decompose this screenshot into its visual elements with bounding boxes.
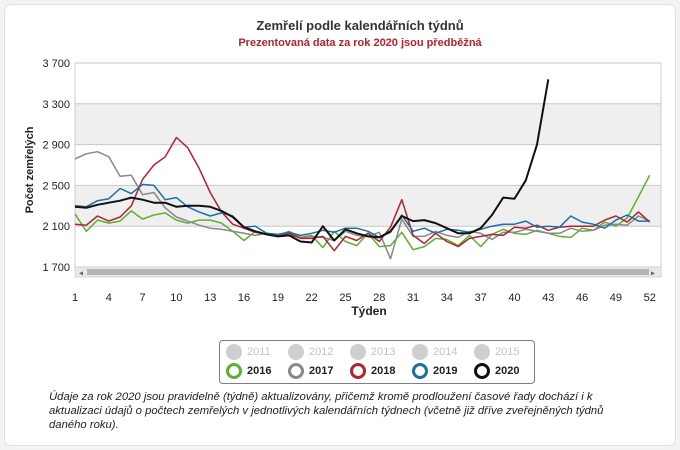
x-tick-label: 46 <box>576 292 588 304</box>
x-axis-label: Týden <box>351 304 386 318</box>
legend-marker-icon <box>474 344 490 360</box>
x-tick-label: 7 <box>140 292 146 304</box>
y-tick-label: 1 700 <box>42 262 70 274</box>
series-line-2020 <box>74 79 550 244</box>
legend-label: 2018 <box>371 365 396 377</box>
legend-item-2011[interactable]: 2011 <box>226 344 271 360</box>
legend-item-2017[interactable]: 2017 <box>288 363 333 379</box>
footnote: Údaje za rok 2020 jsou pravidelně (týdně… <box>49 391 604 431</box>
legend-label: 2017 <box>309 365 334 377</box>
scrollbar-thumb[interactable] <box>87 269 649 275</box>
y-axis: 1 700 2 100 2 500 2 900 3 300 3 700 <box>42 58 70 274</box>
series-line-2016 <box>74 174 651 251</box>
x-tick-label: 25 <box>339 292 351 304</box>
legend-label: 2016 <box>247 365 272 377</box>
series-lines <box>74 79 651 260</box>
scroll-left-arrow[interactable]: ◂ <box>79 269 83 278</box>
series-line-2017 <box>74 150 651 260</box>
legend-marker-icon <box>350 363 366 379</box>
grid-band <box>75 103 661 145</box>
grid-band <box>75 226 661 267</box>
legend-marker-icon <box>350 344 366 360</box>
legend-marker-icon <box>226 363 242 379</box>
legend-label: 2019 <box>433 365 458 377</box>
legend-marker-icon <box>288 344 304 360</box>
y-axis-label: Počet zemřelých <box>24 126 36 213</box>
x-tick-label: 19 <box>272 292 284 304</box>
horizontal-scrollbar[interactable]: ◂ ▸ <box>74 266 662 278</box>
x-tick-label: 10 <box>170 292 182 304</box>
x-tick-label: 16 <box>238 292 250 304</box>
x-tick-label: 49 <box>610 292 622 304</box>
x-tick-label: 37 <box>475 292 487 304</box>
legend-label: 2013 <box>371 346 396 358</box>
x-tick-label: 34 <box>441 292 453 304</box>
y-tick-label: 3 700 <box>42 58 70 70</box>
legend-item-2018[interactable]: 2018 <box>350 363 395 379</box>
y-tick-label: 2 500 <box>42 180 70 192</box>
x-tick-label: 40 <box>508 292 520 304</box>
legend-marker-icon <box>288 363 304 379</box>
x-tick-label: 1 <box>72 292 78 304</box>
legend-label: 2020 <box>495 365 520 377</box>
legend-label: 2015 <box>495 346 520 358</box>
legend-item-2020[interactable]: 2020 <box>474 363 519 379</box>
series-line-2019 <box>74 183 650 239</box>
legend-item-2016[interactable]: 2016 <box>226 363 271 379</box>
legend-marker-icon <box>412 344 428 360</box>
legend-marker-icon <box>474 363 490 379</box>
grid-band <box>75 63 661 104</box>
grid-band <box>75 144 661 186</box>
scroll-right-arrow[interactable]: ▸ <box>651 269 655 278</box>
x-tick-label: 28 <box>373 292 385 304</box>
chart: Zemřelí podle kalendářních týdnů Prezent… <box>24 18 662 318</box>
legend-marker-icon <box>226 344 242 360</box>
legend-label: 2012 <box>309 346 334 358</box>
y-tick-label: 2 100 <box>42 221 70 233</box>
x-tick-label: 13 <box>204 292 216 304</box>
x-tick-label: 31 <box>407 292 419 304</box>
legend: 2011 2012 2013 2014 2015 2016 2017 2018 2019 2020 <box>219 340 535 384</box>
legend-label: 2014 <box>433 346 458 358</box>
legend-label: 2011 <box>247 346 271 358</box>
y-tick-label: 3 300 <box>42 99 70 111</box>
legend-marker-icon <box>412 363 428 379</box>
x-tick-label: 22 <box>306 292 318 304</box>
x-tick-label: 4 <box>106 292 112 304</box>
legend-item-2012[interactable]: 2012 <box>288 344 333 360</box>
legend-item-2014[interactable]: 2014 <box>412 344 457 360</box>
chart-subtitle: Prezentovaná data za rok 2020 jsou předb… <box>238 37 482 49</box>
legend-item-2019[interactable]: 2019 <box>412 363 457 379</box>
x-tick-label: 43 <box>542 292 554 304</box>
plot-background <box>74 62 662 268</box>
series-line-2018 <box>74 136 651 252</box>
chart-title: Zemřelí podle kalendářních týdnů <box>256 18 463 33</box>
y-tick-label: 2 900 <box>42 140 70 152</box>
x-tick-label: 52 <box>644 292 656 304</box>
legend-item-2015[interactable]: 2015 <box>474 344 519 360</box>
chart-panel: Zemřelí podle kalendářních týdnů Prezent… <box>4 4 676 446</box>
legend-item-2013[interactable]: 2013 <box>350 344 395 360</box>
x-axis: 1 4 7 10 13 16 19 22 25 28 31 34 37 40 43 46 49 52 <box>72 292 656 304</box>
